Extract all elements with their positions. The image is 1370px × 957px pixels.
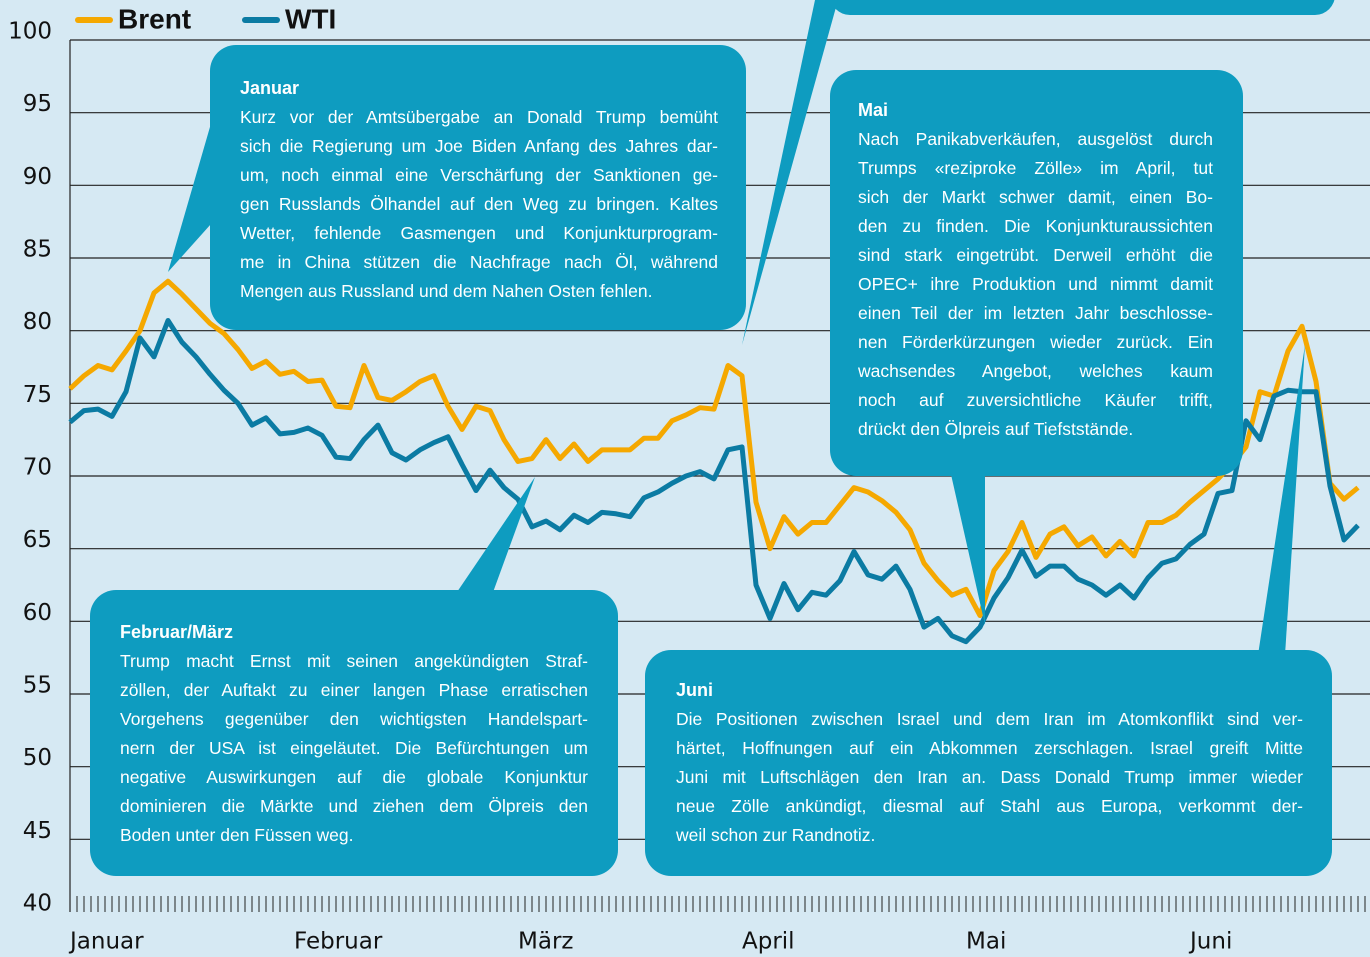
callout-line: nern der USA ist eingeläutet. Die Befürc… <box>120 738 588 758</box>
x-tick-label: Januar <box>68 929 144 955</box>
callout-body: Die Positionen zwischen Israel und dem I… <box>676 705 1303 850</box>
y-tick-label: 60 <box>23 600 52 626</box>
callout-line: nen Förderkürzungen wieder zurück. Ein <box>858 332 1213 352</box>
callout-line: weil schon zur Randnotiz. <box>676 825 876 845</box>
callout-body: Kurz vor der Amtsübergabe an Donald Trum… <box>240 103 718 306</box>
callout-line: Boden unter den Füssen weg. <box>120 825 354 845</box>
x-tick-label: Juni <box>1188 929 1232 955</box>
callout-line: gen Russlands Ölhandel auf den Weg zu br… <box>240 194 718 214</box>
callout-line: neue Zölle ankündigt, diesmal auf Stahl … <box>676 796 1303 816</box>
callout-line: OPEC+ ihre Produktion und nimmt damit <box>858 274 1213 294</box>
callout-line: wachsendes Angebot, welches kaum <box>858 361 1213 381</box>
y-tick-label: 70 <box>23 455 52 481</box>
x-tick-label: April <box>742 929 795 955</box>
x-tick-label: Februar <box>294 929 383 955</box>
callout-line: Trumps «reziproke Zölle» im April, tut <box>858 158 1213 178</box>
callout-line: noch auf zuversichtliche Käufer trifft, <box>858 390 1213 410</box>
y-tick-label: 85 <box>23 237 52 263</box>
callout-line: Vorgehens gegenüber den wichtigsten Hand… <box>120 709 588 729</box>
callout-line: negative Auswirkungen auf die globale Ko… <box>120 767 588 787</box>
y-tick-label: 75 <box>23 382 52 408</box>
callout: Januar Kurz vor der Amtsübergabe an Donal… <box>210 45 746 330</box>
callout: Mai Nach Panikabverkäufen, ausgelöst durc… <box>830 70 1243 476</box>
callout-line: um, noch einmal eine Verschärfung der Sa… <box>240 165 718 185</box>
callout-pointer <box>455 477 535 595</box>
callout-line: drückt den Ölpreis auf Tiefststände. <box>858 419 1134 439</box>
callout-line: Wetter, fehlende Gasmengen und Konjunktu… <box>240 223 718 243</box>
callout-pointer <box>742 0 838 345</box>
series-line <box>68 278 1360 619</box>
callout-title: Juni <box>676 680 714 700</box>
callout-line: den zu finden. Die Konjunkturaussichten <box>858 216 1213 236</box>
callout: Juni Die Positionen zwischen Israel und d… <box>645 650 1332 876</box>
y-tick-label: 40 <box>23 891 52 917</box>
callout-line: me in China stützen die Nachfrage nach Ö… <box>240 252 718 272</box>
callout-body: Nach Panikabverkäufen, ausgelöst durch Tr… <box>858 125 1213 444</box>
callout-line: Kurz vor der Amtsübergabe an Donald Trum… <box>240 107 718 127</box>
y-tick-label: 90 <box>23 164 52 190</box>
callout-line: sind stark eingetrübt. Derweil erhöht di… <box>858 245 1213 265</box>
legend-label: WTI <box>285 3 336 34</box>
legend-label: Brent <box>118 3 191 34</box>
x-tick-label: März <box>518 929 573 955</box>
y-tick-label: 80 <box>23 309 52 335</box>
callout-line: Die Positionen zwischen Israel und dem I… <box>676 709 1303 729</box>
callout-title: Januar <box>240 78 300 98</box>
y-tick-label: 55 <box>23 673 52 699</box>
callout-line: Nach Panikabverkäufen, ausgelöst durch <box>858 129 1213 149</box>
y-tick-label: 65 <box>23 527 52 553</box>
callout-title: Mai <box>858 100 889 120</box>
callout-line: Mengen aus Russland und dem Nahen Osten … <box>240 281 653 301</box>
callout-line: Juni mit Luftschlägen den Iran an. Dass … <box>676 767 1303 787</box>
callout-pointer <box>950 470 985 625</box>
series-line <box>68 317 1360 645</box>
callout-body: Trump macht Ernst mit seinen angekündigt… <box>120 647 588 850</box>
x-tick-label: Mai <box>966 929 1006 955</box>
y-tick-label: 100 <box>8 19 52 45</box>
callout-line: einen Teil der im letzten Jahr beschloss… <box>858 303 1213 323</box>
callout-line: sich der Markt schwer damit, einen Bo- <box>858 187 1213 207</box>
y-tick-label: 95 <box>23 91 52 117</box>
callout-line: dominieren die Märkte und ziehen dem Ölp… <box>120 796 588 816</box>
callout-box-cut <box>830 0 1335 15</box>
callout-line: zöllen, der Auftakt zu einer langen Phas… <box>120 680 588 700</box>
callout-line: härtet, Hoffnungen auf ein Abkommen zers… <box>676 738 1303 758</box>
callout-pointer <box>1258 345 1305 655</box>
y-tick-label: 45 <box>23 818 52 844</box>
callout-line: sich die Regierung um Joe Biden Anfang d… <box>240 136 718 156</box>
callout: Februar/März Trump macht Ernst mit seinen… <box>90 590 618 876</box>
callout-title: Februar/März <box>120 622 234 642</box>
callout-line: Trump macht Ernst mit seinen angekündigt… <box>120 651 588 671</box>
y-tick-label: 50 <box>23 745 52 771</box>
